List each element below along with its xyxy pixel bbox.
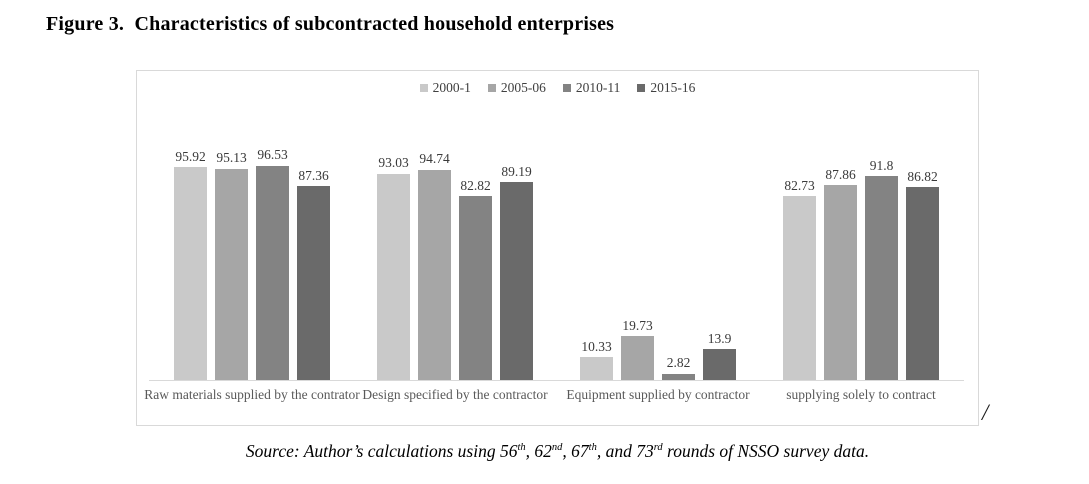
legend-swatch xyxy=(637,83,646,92)
bar-wrap: 82.82 xyxy=(459,179,492,380)
category-label: Raw materials supplied by the contrator xyxy=(144,387,360,402)
bar-value-label: 82.82 xyxy=(460,177,491,193)
chart-frame: 2000-1 2005-06 2010-11 2015-16 95.92 95.13 96… xyxy=(136,70,979,426)
ordinal-superscript: th xyxy=(588,442,597,454)
bar xyxy=(662,373,695,380)
bar xyxy=(865,176,898,380)
bar xyxy=(703,349,736,380)
plot-area: 95.92 95.13 96.53 87.36 Raw materials suppli… xyxy=(144,141,964,402)
stray-slash-mark: / xyxy=(982,400,989,425)
bar-wrap: 91.8 xyxy=(865,159,898,380)
bar-wrap: 95.92 xyxy=(174,150,207,380)
bar-value-label: 19.73 xyxy=(622,317,653,333)
bar xyxy=(621,336,654,380)
category-label: Design specified by the contractor xyxy=(362,387,548,402)
bar-wrap: 87.86 xyxy=(824,166,857,380)
bar-wrap: 87.36 xyxy=(297,169,330,380)
bar xyxy=(906,187,939,380)
bar-wrap: 96.53 xyxy=(256,148,289,380)
legend-swatch xyxy=(562,83,571,92)
bar-group: 10.33 19.73 2.82 13.9 Equipment supplied by … xyxy=(566,141,749,402)
bar-group: 93.03 94.74 82.82 89.19 Design specified by … xyxy=(362,141,547,402)
bar xyxy=(500,182,533,380)
legend-label: 2005-06 xyxy=(500,80,546,95)
legend: 2000-1 2005-06 2010-11 2015-16 xyxy=(137,81,978,95)
legend-label: 2015-16 xyxy=(650,80,696,95)
legend-item: 2015-16 xyxy=(637,81,695,95)
bar-wrap: 89.19 xyxy=(500,163,533,380)
bar-value-label: 10.33 xyxy=(581,338,612,354)
bar xyxy=(215,168,248,380)
bar-value-label: 93.03 xyxy=(378,155,409,170)
bar-value-label: 91.8 xyxy=(869,157,894,173)
ordinal-superscript: nd xyxy=(551,442,563,454)
bar-wrap: 86.82 xyxy=(906,170,939,380)
bar-wrap: 93.03 xyxy=(377,156,410,380)
bar-value-label: 87.36 xyxy=(298,167,329,183)
bar xyxy=(174,167,207,380)
bar-value-label: 96.53 xyxy=(257,147,288,163)
bar-value-label: 95.13 xyxy=(216,150,247,166)
bar-wrap: 2.82 xyxy=(662,356,695,380)
bar xyxy=(824,185,857,380)
bar-value-label: 13.9 xyxy=(707,330,732,346)
bar-wrap: 13.9 xyxy=(703,332,736,380)
bar-value-label: 82.73 xyxy=(784,177,815,193)
bar-value-label: 95.92 xyxy=(175,148,206,164)
bar-value-label: 2.82 xyxy=(666,355,691,371)
bar-wrap: 19.73 xyxy=(621,319,654,380)
source-note: Source: Author’s calculations using 56th… xyxy=(245,441,870,461)
bar-value-label: 87.86 xyxy=(825,166,856,182)
ordinal-superscript: rd xyxy=(653,442,663,454)
bar-value-label: 86.82 xyxy=(907,168,938,184)
bar-wrap: 82.73 xyxy=(783,179,816,380)
bar xyxy=(418,169,451,380)
legend-item: 2000-1 xyxy=(419,80,471,95)
bar-wrap: 95.13 xyxy=(215,151,248,380)
bar xyxy=(580,357,613,380)
bar-value-label: 94.74 xyxy=(419,151,450,167)
bar xyxy=(297,186,330,380)
bar xyxy=(377,173,410,380)
legend-label: 2010-11 xyxy=(575,80,621,95)
legend-item: 2010-11 xyxy=(562,80,621,95)
legend-label: 2000-1 xyxy=(432,80,471,95)
bar-wrap: 10.33 xyxy=(580,340,613,380)
bar-value-label: 89.19 xyxy=(501,163,532,179)
bar-group: 95.92 95.13 96.53 87.36 Raw materials suppli… xyxy=(144,141,360,402)
bar-wrap: 94.74 xyxy=(418,152,451,380)
figure-title: Figure 3. Characteristics of subcontract… xyxy=(46,13,615,35)
category-label: supplying solely to contract xyxy=(786,387,936,402)
legend-swatch xyxy=(419,83,428,92)
bar xyxy=(459,196,492,380)
legend-swatch xyxy=(487,83,496,92)
legend-item: 2005-06 xyxy=(487,80,546,95)
bar-group: 82.73 87.86 91.8 86.82 supplying solely to c… xyxy=(783,141,939,402)
bar xyxy=(783,196,816,380)
ordinal-superscript: th xyxy=(517,442,526,454)
category-label: Equipment supplied by contractor xyxy=(566,387,750,402)
bar xyxy=(256,165,289,380)
